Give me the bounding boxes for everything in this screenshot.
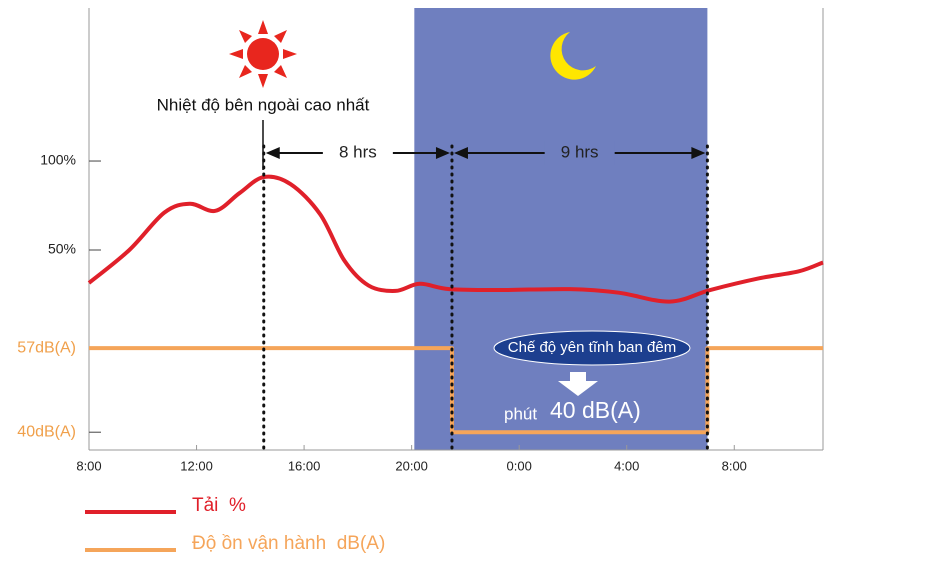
y-tick-label: 100% bbox=[40, 152, 76, 168]
legend-label: Độ ồn vận hành dB(A) bbox=[192, 533, 385, 554]
annotation: Nhiệt độ bên ngoài cao nhất bbox=[157, 95, 370, 114]
y2-tick-label: 40dB(A) bbox=[17, 423, 76, 440]
series-line bbox=[89, 346, 823, 435]
night-noise-label: 40 dB(A) bbox=[550, 397, 641, 423]
interval-label: 9 hrs bbox=[561, 142, 599, 161]
down-arrow bbox=[558, 372, 598, 396]
y2-tick-label: 57dB(A) bbox=[17, 339, 76, 356]
arrow-head bbox=[453, 147, 468, 159]
moon-icon bbox=[550, 32, 596, 80]
label-bg bbox=[322, 141, 393, 165]
x-tick-label: 20:00 bbox=[395, 458, 428, 473]
y-tick-label: 50% bbox=[48, 241, 76, 257]
label-bg bbox=[544, 141, 615, 165]
x-tick-label: 8:00 bbox=[722, 458, 747, 473]
arrow-head bbox=[691, 147, 706, 159]
x-tick-label: 8:00 bbox=[76, 458, 101, 473]
night-noise-prefix: phút bbox=[504, 404, 537, 423]
night-band bbox=[414, 8, 708, 450]
series-line bbox=[87, 174, 824, 304]
interval-label: 8 hrs bbox=[339, 142, 377, 161]
night-pill bbox=[493, 330, 691, 366]
arrow-head bbox=[435, 147, 450, 159]
background bbox=[88, 8, 824, 451]
x-tick-label: 12:00 bbox=[180, 458, 213, 473]
x-tick-label: 0:00 bbox=[507, 458, 532, 473]
arrow-head bbox=[265, 147, 280, 159]
x-tick-label: 4:00 bbox=[614, 458, 639, 473]
sun-icon bbox=[229, 20, 297, 88]
legend-label: Tải % bbox=[192, 495, 246, 516]
night-mode-label: Chế độ yên tĩnh ban đêm bbox=[508, 339, 676, 356]
x-tick-label: 16:00 bbox=[288, 458, 321, 473]
